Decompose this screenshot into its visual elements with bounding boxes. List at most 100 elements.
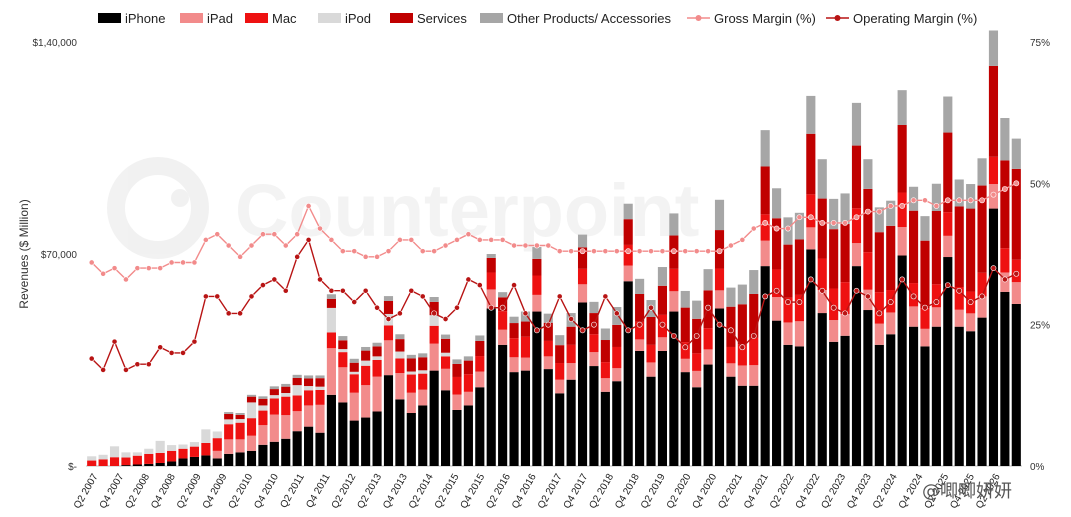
watermark-overlay: @唧唧妍妍 [922,481,1012,502]
x-tick-label: Q2 2012 [330,472,359,511]
margin-point [956,287,963,294]
bar-segment [920,328,930,347]
margin-point [397,236,403,243]
bar-segment [212,458,222,466]
margin-point [533,327,540,334]
bar-segment [498,344,508,466]
bar-segment [988,156,999,185]
margin-point [385,248,392,255]
bar-segment [235,422,245,440]
bar-segment [920,346,930,466]
margin-point [111,265,118,272]
bar-segment [566,326,576,345]
bar-segment [338,349,348,353]
margin-point [282,242,289,249]
bar-segment [897,192,907,228]
margin-point [956,197,963,204]
margin-point [922,197,928,204]
bar-segment [475,356,485,372]
bar-segment [520,370,531,466]
legend-label: iPad [207,11,233,26]
bar-segment [429,301,439,316]
margin-point [659,321,666,328]
x-tick-label: Q2 2022 [768,472,797,511]
margin-point [830,304,837,311]
bar-segment [874,232,884,293]
margin-point [670,248,677,255]
bar-segment [1011,138,1021,169]
bar-segment [372,346,382,357]
bar-segment [269,395,279,399]
bar-segment [840,282,850,314]
bar-segment [543,322,553,341]
bar-segment [703,349,713,365]
margin-point [362,253,369,260]
bar-segment [406,374,416,393]
bar-segment [429,325,439,344]
margin-point [613,248,620,255]
bar-segment [692,353,702,371]
bar-segment [532,258,542,276]
bar-segment [772,320,782,466]
bar-segment [772,297,782,321]
margin-point [145,361,152,368]
legend-item: iPod [318,11,371,26]
margin-line [91,238,1017,372]
bar-segment [840,193,850,225]
bar-segment [475,371,485,388]
bar-segment [109,457,120,466]
bar-segment [292,385,302,396]
bar-segment [886,200,896,226]
margin-point [579,327,586,334]
bar-segment [760,266,770,466]
margin-point [351,248,358,255]
bar-segment [851,145,862,209]
margin-point [214,231,221,238]
bar-segment [326,394,336,466]
legend-label: iPod [345,11,371,26]
margin-point [636,321,643,328]
margin-point [842,310,848,317]
bar-segment [98,459,108,466]
margin-point [773,225,780,232]
legend-label: Gross Margin (%) [714,11,816,26]
bar-segment [600,391,610,466]
bar-segment [977,296,987,318]
bar-segment [646,344,656,363]
bar-segment [692,370,702,388]
bar-segment [977,272,987,297]
legend-swatch [98,13,121,23]
bar-segment [361,346,371,351]
bar-segment [326,348,336,395]
bar-segment [657,267,668,286]
bar-segment [874,207,884,233]
bar-segment [589,352,599,367]
x-tick-label: Q2 2011 [278,472,307,510]
bar-segment [1011,282,1021,304]
bar-segment [897,227,907,256]
bar-segment [201,455,211,466]
margin-point [728,327,734,334]
bar-segment [566,379,576,466]
bar-segment [886,225,896,291]
bar-segment [258,396,268,399]
margin-point [556,248,563,255]
margin-point [682,344,689,351]
bar-segment [429,315,439,326]
margin-point [465,231,472,238]
margin-point [876,208,883,215]
bar-segment [429,370,439,466]
bar-segment [235,419,245,423]
bar-segment [292,431,302,466]
margin-point [488,304,495,311]
bar-segment [726,287,736,307]
margin-point [339,248,346,255]
bar-segment [760,166,770,215]
bar-segment [669,268,679,292]
margin-point [431,248,438,255]
bar-segment [246,418,257,436]
bar-segment [943,96,953,133]
bar-segment [635,339,645,351]
margin-point [180,259,186,266]
